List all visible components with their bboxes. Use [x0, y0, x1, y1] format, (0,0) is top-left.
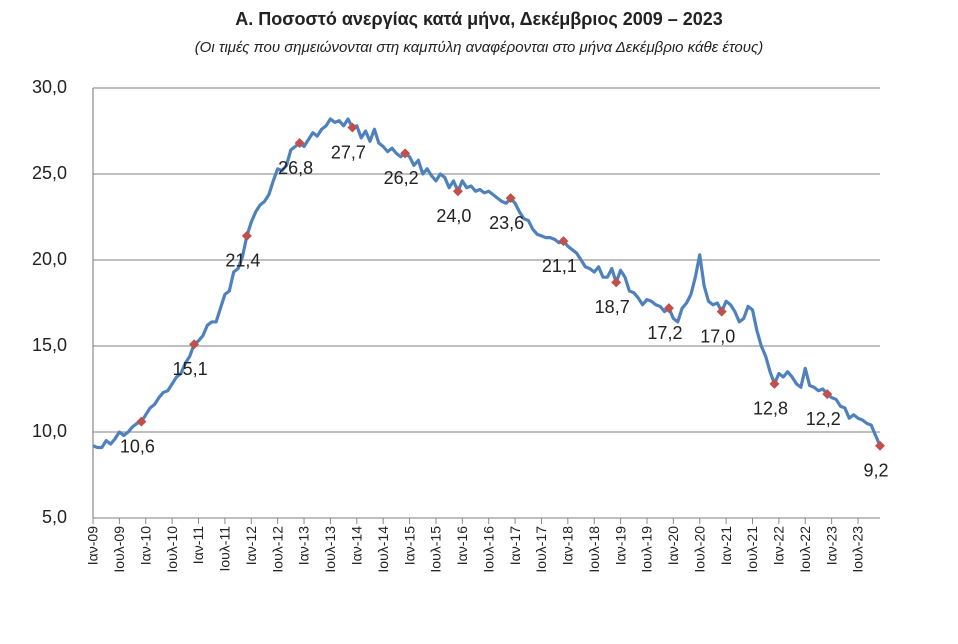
- x-tick-label: Ιουλ-14: [375, 526, 391, 573]
- y-tick-label: 15,0: [32, 335, 67, 355]
- value-label: 12,2: [806, 409, 841, 429]
- y-tick-label: 20,0: [32, 249, 67, 269]
- x-tick-label: Ιουλ-18: [586, 526, 602, 573]
- x-tick-label: Ιαν-13: [296, 526, 312, 565]
- chart-title: Α. Ποσοστό ανεργίας κατά μήνα, Δεκέμβριο…: [235, 9, 723, 29]
- marker: [663, 303, 674, 314]
- x-tick-label: Ιαν-21: [718, 526, 734, 565]
- x-tick-label: Ιουλ-23: [850, 526, 866, 573]
- value-label: 17,0: [700, 326, 735, 346]
- y-tick-label: 25,0: [32, 163, 67, 183]
- x-tick-label: Ιαν-23: [823, 526, 839, 565]
- x-tick-label: Ιαν-12: [243, 526, 259, 565]
- x-tick-label: Ιαν-17: [507, 526, 523, 565]
- value-label: 26,8: [278, 158, 313, 178]
- marker: [294, 138, 305, 149]
- value-label: 15,1: [173, 359, 208, 379]
- value-label: 17,2: [647, 323, 682, 343]
- marker: [716, 306, 727, 317]
- marker: [189, 339, 200, 350]
- marker: [241, 230, 252, 241]
- x-tick-label: Ιαν-15: [401, 526, 417, 565]
- marker: [505, 193, 516, 204]
- x-tick-label: Ιουλ-10: [164, 526, 180, 573]
- x-tick-label: Ιουλ-19: [639, 526, 655, 573]
- value-label: 9,2: [863, 461, 888, 481]
- y-tick-label: 30,0: [32, 77, 67, 97]
- marker: [611, 277, 622, 288]
- x-tick-label: Ιαν-14: [349, 526, 365, 565]
- marker: [452, 186, 463, 197]
- value-label: 21,4: [225, 251, 260, 271]
- x-tick-label: Ιαν-22: [771, 526, 787, 565]
- marker: [347, 122, 358, 133]
- y-tick-label: 5,0: [42, 507, 67, 527]
- value-label: 18,7: [595, 297, 630, 317]
- x-tick-label: Ιουλ-11: [217, 526, 233, 572]
- x-tick-label: Ιουλ-17: [533, 526, 549, 573]
- value-label: 24,0: [436, 206, 471, 226]
- x-tick-label: Ιαν-09: [85, 526, 101, 565]
- x-tick-label: Ιουλ-16: [480, 526, 496, 573]
- value-label: 12,8: [753, 399, 788, 419]
- x-tick-label: Ιαν-16: [454, 526, 470, 565]
- value-label: 26,2: [384, 168, 419, 188]
- chart-subtitle: (Οι τιμές που σημειώνονται στη καμπύλη α…: [195, 39, 764, 56]
- value-label: 23,6: [489, 213, 524, 233]
- value-label: 21,1: [542, 256, 577, 276]
- x-tick-label: Ιουλ-21: [744, 526, 760, 573]
- x-tick-label: Ιαν-20: [665, 526, 681, 565]
- x-tick-label: Ιαν-11: [190, 526, 206, 564]
- marker: [400, 148, 411, 159]
- x-tick-label: Ιουλ-09: [111, 526, 127, 573]
- data-line: [92, 117, 882, 450]
- x-tick-label: Ιαν-10: [137, 526, 153, 565]
- x-tick-label: Ιουλ-20: [691, 526, 707, 573]
- x-tick-label: Ιουλ-15: [428, 526, 444, 573]
- marker: [558, 236, 569, 247]
- marker: [136, 416, 147, 427]
- x-tick-label: Ιαν-18: [560, 526, 576, 565]
- value-label: 10,6: [120, 436, 155, 456]
- x-tick-label: Ιουλ-12: [269, 526, 285, 573]
- marker: [875, 440, 885, 451]
- value-label: 27,7: [331, 142, 366, 162]
- marker: [769, 378, 780, 389]
- x-tick-label: Ιαν-19: [612, 526, 628, 565]
- x-tick-label: Ιουλ-22: [797, 526, 813, 573]
- marker: [822, 389, 833, 400]
- y-tick-label: 10,0: [32, 421, 67, 441]
- x-tick-label: Ιουλ-13: [322, 526, 338, 573]
